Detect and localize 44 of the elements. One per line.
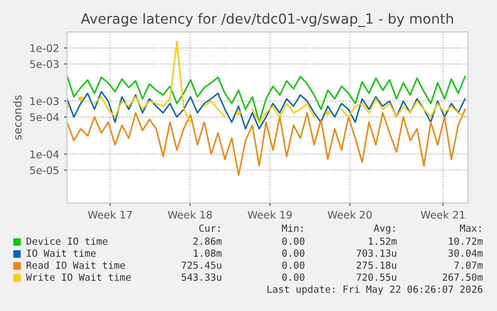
point	[78, 96, 84, 102]
text: 0.00	[282, 261, 304, 269]
text: 267.50m	[442, 273, 483, 281]
point	[325, 110, 330, 116]
text: Cur:	[199, 224, 220, 232]
x-tick-label: Week 18	[168, 210, 212, 219]
text: Avg:	[374, 224, 395, 234]
text: 0.00	[282, 237, 304, 245]
y-tick-label: 5e-03	[30, 60, 59, 68]
text: 720.55u	[356, 273, 396, 281]
text: 10.72m	[449, 237, 483, 245]
x-tick-label: Week 17	[88, 210, 132, 219]
text: 1.52m	[368, 237, 397, 245]
text: 725.45u	[182, 261, 222, 269]
text: 7.07m	[454, 261, 483, 269]
y-tick-label: 1e-03	[30, 97, 59, 106]
point	[236, 110, 242, 116]
chart-title: Average latency for /dev/tdc01-vg/swap_1 - by month	[80, 13, 453, 27]
x-tick-label: Week 21	[420, 210, 465, 219]
y-tick-label: 5e-05	[30, 166, 58, 174]
x-tick-label: Week 19	[248, 210, 292, 219]
legend-label: Write IO Wait time	[26, 273, 131, 281]
text: 275.18u	[356, 261, 396, 269]
text: 2.86m	[193, 237, 222, 245]
y-tick-label: 1e-02	[30, 44, 58, 52]
line-series	[67, 108, 466, 176]
text: Max:	[460, 224, 481, 232]
y-tick-label: 1e-04	[30, 150, 59, 158]
text: Min:	[282, 224, 303, 232]
text: Last update: Fri May 22 06:26:07 2026	[267, 285, 482, 295]
legend-label: IO Wait time	[26, 249, 96, 257]
text: 0.00	[282, 273, 304, 281]
legend-label: Device IO time	[26, 237, 108, 245]
y-axis-title: seconds	[13, 95, 22, 140]
text: 0.00	[282, 249, 304, 257]
x-tick-label: Week 20	[328, 210, 372, 219]
y-tick-label: 5e-04	[30, 113, 59, 122]
text: 30.04m	[448, 249, 483, 257]
line-series	[67, 91, 466, 130]
text: 1.08m	[194, 249, 222, 257]
text: 703.13u	[356, 249, 396, 257]
legend-label: Read IO Wait time	[26, 261, 125, 269]
text: 543.33u	[182, 273, 222, 281]
line-series	[67, 75, 466, 123]
